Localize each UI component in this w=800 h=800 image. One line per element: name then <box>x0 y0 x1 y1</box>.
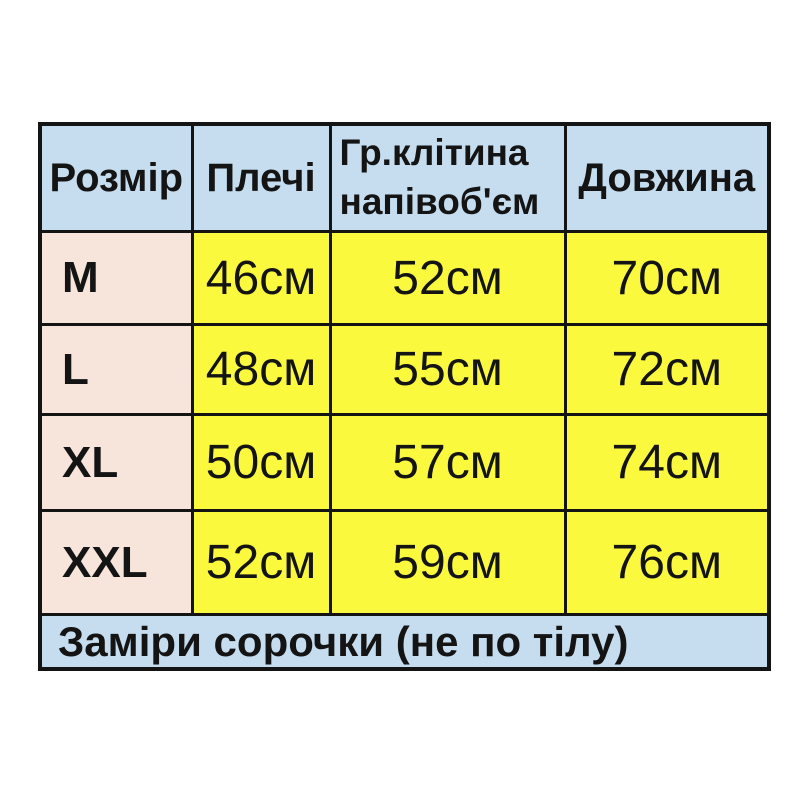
table-row-xl: XL 50см 57см 74см <box>38 413 771 512</box>
length-value: 76см <box>563 509 771 616</box>
table-row-xxl: XXL 52см 59см 76см <box>38 509 771 616</box>
shoulders-value: 48см <box>190 323 332 416</box>
chest-value: 52см <box>328 230 567 326</box>
size-label: M <box>38 230 194 326</box>
chest-value: 59см <box>328 509 567 616</box>
shoulders-value: 50см <box>190 413 332 512</box>
col-header-shoulders: Плечі <box>190 122 332 233</box>
size-chart: Розмір Плечі Гр.клітина напівоб'єм Довжи… <box>38 122 771 671</box>
table-row-l: L 48см 55см 72см <box>38 323 771 416</box>
chest-value: 57см <box>328 413 567 512</box>
footer-row: Заміри сорочки (не по тілу) <box>38 613 771 671</box>
col-header-chest-line1: Гр.клітина <box>339 132 529 174</box>
table-row-m: M 46см 52см 70см <box>38 230 771 326</box>
col-header-length: Довжина <box>563 122 771 233</box>
length-value: 72см <box>563 323 771 416</box>
size-label: XL <box>38 413 194 512</box>
size-label: L <box>38 323 194 416</box>
chest-value: 55см <box>328 323 567 416</box>
size-chart-table: Розмір Плечі Гр.клітина напівоб'єм Довжи… <box>38 122 771 671</box>
header-row: Розмір Плечі Гр.клітина напівоб'єм Довжи… <box>38 122 771 233</box>
length-value: 70см <box>563 230 771 326</box>
col-header-chest: Гр.клітина напівоб'єм <box>328 122 567 233</box>
footer-note: Заміри сорочки (не по тілу) <box>38 613 771 671</box>
shoulders-value: 46см <box>190 230 332 326</box>
col-header-chest-line2: напівоб'єм <box>339 181 540 222</box>
length-value: 74см <box>563 413 771 512</box>
shoulders-value: 52см <box>190 509 332 616</box>
size-label: XXL <box>38 509 194 616</box>
col-header-size: Розмір <box>38 122 194 233</box>
